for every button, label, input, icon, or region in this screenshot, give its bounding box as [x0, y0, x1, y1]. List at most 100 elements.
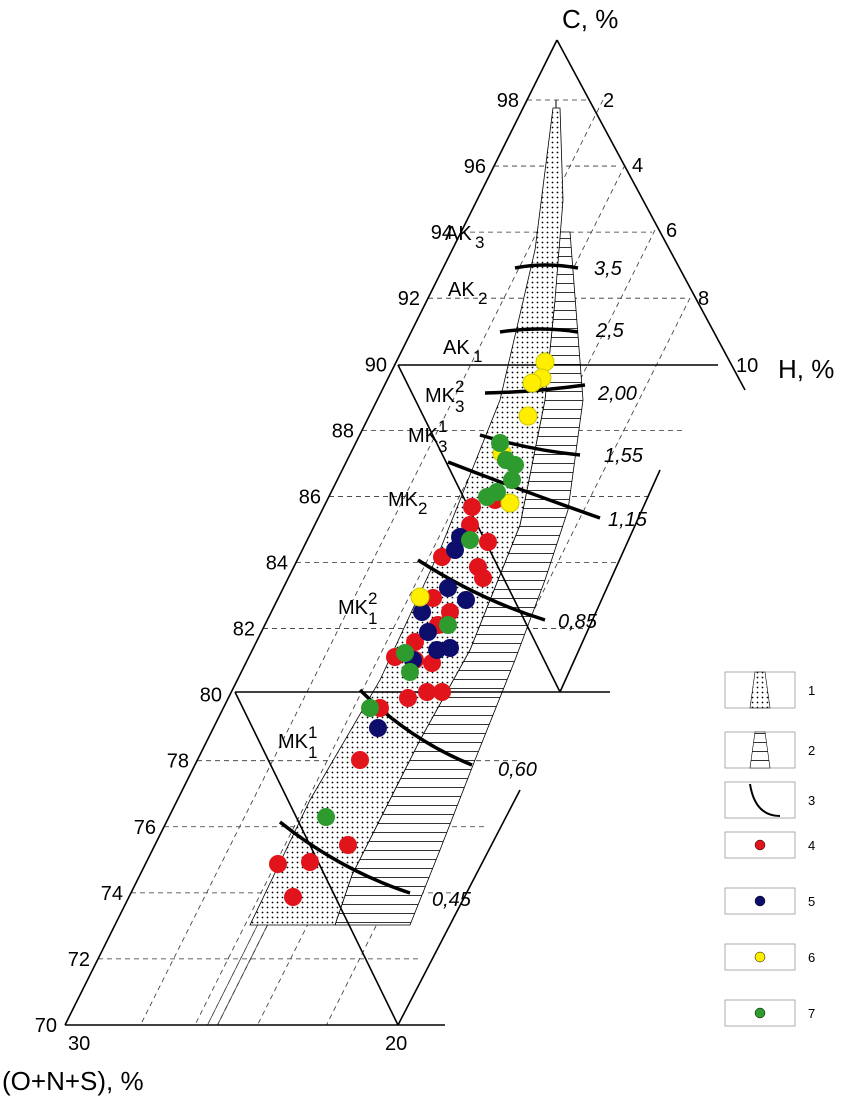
c-tick-label: 86 — [299, 486, 321, 508]
sample-point — [419, 623, 437, 641]
isoline — [514, 263, 579, 270]
zone-main: MK — [338, 597, 369, 619]
sample-point — [503, 471, 521, 489]
reflectance-label: 0,60 — [498, 759, 537, 781]
sample-point — [301, 853, 319, 871]
zone-sup: 2 — [368, 589, 377, 608]
c-tick-label: 94 — [431, 222, 453, 244]
legend-swatch — [749, 731, 771, 769]
zone-sub: 2 — [478, 289, 487, 308]
sample-point — [396, 644, 414, 662]
zone-main: MK — [408, 425, 439, 447]
isoline — [278, 820, 411, 895]
zone-label: MK1 3 — [408, 417, 447, 456]
sample-point — [439, 616, 457, 634]
zone-label: AK 2 — [448, 279, 487, 308]
legend: 1 2 3 4 5 6 7 — [724, 671, 815, 1027]
zone-sup: 1 — [438, 417, 447, 436]
isoline — [417, 558, 546, 622]
legend-swatch — [754, 839, 766, 851]
h-tick-label: 8 — [698, 288, 709, 310]
sample-point — [339, 836, 357, 854]
onS-tick-label: 20 — [385, 1033, 407, 1055]
zone-label: AK 1 — [443, 337, 482, 366]
legend-swatch — [754, 895, 766, 907]
zone-label: MK2 1 — [338, 589, 377, 628]
c-tick-label: 88 — [332, 420, 354, 442]
zone-sub: 1 — [368, 609, 377, 628]
sample-point — [457, 591, 475, 609]
sample-point — [522, 373, 542, 393]
reflectance-label: 2,5 — [595, 320, 625, 342]
c-tick-label: 82 — [233, 619, 255, 641]
zone-sub: 3 — [455, 397, 464, 416]
reflectance-label: 3,5 — [594, 258, 623, 280]
sample-point — [361, 699, 379, 717]
legend-label: 4 — [808, 838, 815, 853]
legend-swatch — [749, 783, 781, 817]
c-tick-label: 90 — [365, 354, 387, 376]
zone-main: AK — [443, 337, 470, 359]
sample-point — [500, 493, 520, 513]
sample-point — [506, 456, 524, 474]
reflectance-label: 0,45 — [432, 889, 472, 911]
sample-point — [413, 603, 431, 621]
sample-point — [418, 683, 436, 701]
onS-tick-label: 30 — [68, 1033, 90, 1055]
onS-axis-label: (O+N+S), % — [2, 1066, 144, 1096]
c-tick-label: 84 — [266, 552, 288, 574]
grid-line — [194, 164, 626, 1026]
sample-point — [518, 406, 538, 426]
sample-point — [461, 516, 479, 534]
reflectance-label: 2,00 — [597, 383, 637, 405]
h-tick-label: 2 — [603, 90, 614, 112]
legend-label: 2 — [808, 743, 815, 758]
c-tick-label: 78 — [167, 751, 189, 773]
c-tick-label: 76 — [134, 817, 156, 839]
sample-point — [284, 888, 302, 906]
legend-box — [724, 831, 796, 859]
bands — [249, 100, 584, 926]
c-tick-label: 92 — [398, 288, 420, 310]
sample-point — [351, 751, 369, 769]
sample-point — [439, 579, 457, 597]
zone-sup: 2 — [455, 377, 464, 396]
sample-point — [461, 531, 479, 549]
h-axis-label: H, % — [778, 354, 834, 384]
zone-sub: 1 — [473, 347, 482, 366]
c-tick-label: 72 — [68, 949, 90, 971]
sample-point — [535, 352, 555, 372]
sample-point — [446, 541, 464, 559]
c-tick-label: 74 — [101, 883, 123, 905]
h-tick-label: 10 — [736, 355, 758, 377]
legend-swatch — [749, 671, 771, 709]
zone-label: MK1 1 — [278, 723, 317, 762]
legend-label: 7 — [808, 1006, 815, 1021]
sample-point — [479, 533, 497, 551]
legend-label: 5 — [808, 894, 815, 909]
zone-sub: 1 — [308, 743, 317, 762]
zone-sub: 3 — [438, 437, 447, 456]
sample-point — [269, 855, 287, 873]
sample-point — [399, 689, 417, 707]
sample-point — [474, 569, 492, 587]
zone-label: MK2 3 — [425, 377, 464, 416]
c-tick-label: 98 — [497, 90, 519, 112]
zone-label: MK2 — [388, 489, 427, 518]
isoline — [447, 460, 601, 520]
c-tick-label: 70 — [35, 1015, 57, 1037]
legend-swatch — [754, 1007, 766, 1019]
isoline — [479, 433, 581, 457]
zone-main: AK — [448, 279, 475, 301]
zone-main: MK — [278, 731, 309, 753]
c-tick-label: 96 — [464, 156, 486, 178]
zone-main: MK — [425, 385, 456, 407]
sample-point — [401, 663, 419, 681]
zone-sup: 1 — [308, 723, 317, 742]
isolines — [278, 263, 601, 895]
sample-point — [428, 641, 446, 659]
legend-label: 6 — [808, 950, 815, 965]
sample-point — [433, 683, 451, 701]
